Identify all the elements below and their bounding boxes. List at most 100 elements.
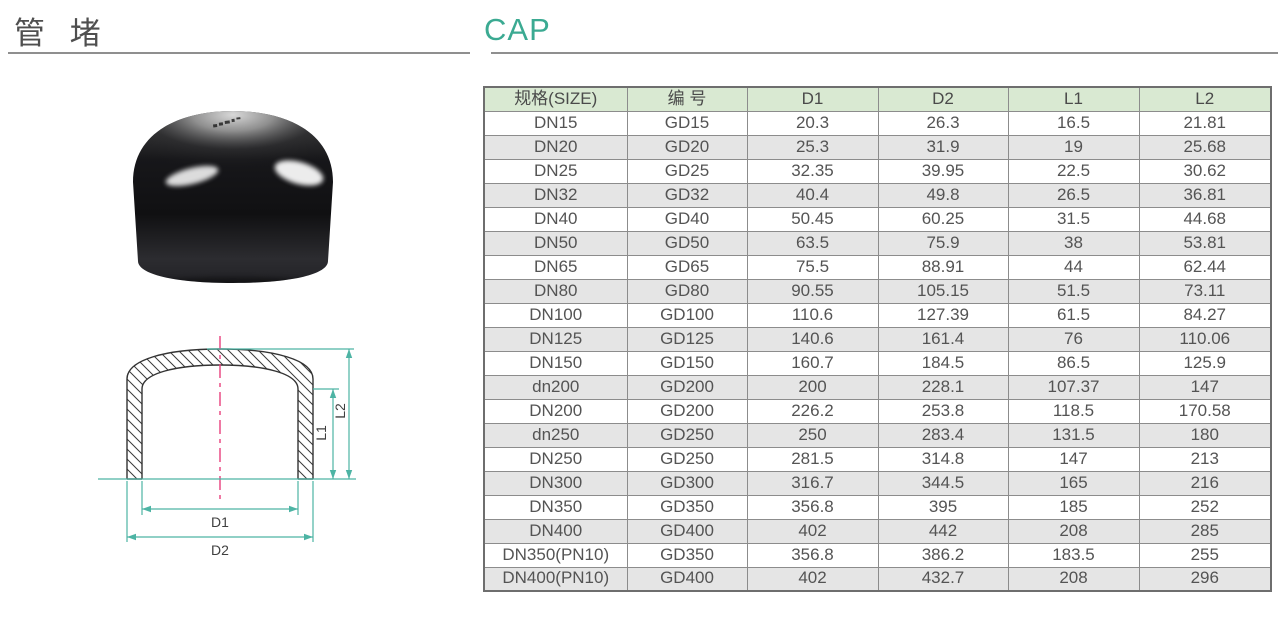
table-row: dn250 GD250 250 283.4 131.5 180 — [483, 422, 1272, 448]
cap-highlight-right — [274, 160, 324, 186]
table-cell: 40.4 — [746, 182, 879, 208]
table-cell: 344.5 — [877, 470, 1009, 496]
table-row: DN40 GD40 50.45 60.25 31.5 44.68 — [483, 206, 1272, 232]
title-underline-left — [8, 52, 470, 54]
table-cell: GD300 — [626, 470, 748, 496]
table-cell: 110.06 — [1138, 326, 1272, 352]
table-cell: 61.5 — [1007, 302, 1140, 328]
table-cell: 20.3 — [746, 110, 879, 136]
table-row: DN50 GD50 63.5 75.9 38 53.81 — [483, 230, 1272, 256]
table-cell: 402 — [746, 566, 879, 592]
table-cell: 442 — [877, 518, 1009, 544]
table-cell: 147 — [1138, 374, 1272, 400]
table-cell: 161.4 — [877, 326, 1009, 352]
table-cell: 44 — [1007, 254, 1140, 280]
table-row: DN350 GD350 356.8 395 185 252 — [483, 494, 1272, 520]
table-cell: 216 — [1138, 470, 1272, 496]
table-cell: GD350 — [626, 494, 748, 520]
table-row: DN200 GD200 226.2 253.8 118.5 170.58 — [483, 398, 1272, 424]
table-cell: 125.9 — [1138, 350, 1272, 376]
table-cell: DN350(PN10) — [483, 542, 628, 568]
table-cell: 281.5 — [746, 446, 879, 472]
table-row: DN150 GD150 160.7 184.5 86.5 125.9 — [483, 350, 1272, 376]
column-header: D1 — [746, 86, 879, 112]
table-cell: 208 — [1007, 518, 1140, 544]
table-row: DN80 GD80 90.55 105.15 51.5 73.11 — [483, 278, 1272, 304]
table-cell: GD400 — [626, 518, 748, 544]
dimension-label-d1: D1 — [211, 514, 229, 530]
table-cell: 110.6 — [746, 302, 879, 328]
column-header: 编 号 — [626, 86, 748, 112]
table-cell: 49.8 — [877, 182, 1009, 208]
table-cell: GD100 — [626, 302, 748, 328]
page-title-english: CAP — [484, 12, 551, 47]
table-cell: GD40 — [626, 206, 748, 232]
table-cell: DN250 — [483, 446, 628, 472]
table-cell: 84.27 — [1138, 302, 1272, 328]
table-cell: 226.2 — [746, 398, 879, 424]
cap-top-stamp — [212, 117, 241, 128]
table-cell: 131.5 — [1007, 422, 1140, 448]
spec-table: 规格(SIZE) 编 号 D1 D2 L1 L2 DN15 GD15 20.3 26.3 16.5… — [483, 86, 1272, 592]
table-cell: 253.8 — [877, 398, 1009, 424]
table-cell: 36.81 — [1138, 182, 1272, 208]
table-cell: 165 — [1007, 470, 1140, 496]
table-cell: 21.81 — [1138, 110, 1272, 136]
table-cell: 180 — [1138, 422, 1272, 448]
table-cell: GD15 — [626, 110, 748, 136]
table-cell: DN20 — [483, 134, 628, 160]
table-cell: GD25 — [626, 158, 748, 184]
table-row: DN65 GD65 75.5 88.91 44 62.44 — [483, 254, 1272, 280]
table-cell: GD20 — [626, 134, 748, 160]
table-cell: 25.3 — [746, 134, 879, 160]
table-cell: DN15 — [483, 110, 628, 136]
table-row: DN250 GD250 281.5 314.8 147 213 — [483, 446, 1272, 472]
table-cell: GD80 — [626, 278, 748, 304]
table-cell: 62.44 — [1138, 254, 1272, 280]
table-cell: 200 — [746, 374, 879, 400]
table-cell: DN150 — [483, 350, 628, 376]
cap-photo-image — [133, 111, 333, 283]
table-cell: 432.7 — [877, 566, 1009, 592]
table-row: DN300 GD300 316.7 344.5 165 216 — [483, 470, 1272, 496]
table-cell: DN350 — [483, 494, 628, 520]
table-cell: 255 — [1138, 542, 1272, 568]
table-cell: 160.7 — [746, 350, 879, 376]
column-header: L2 — [1138, 86, 1272, 112]
table-cell: 60.25 — [877, 206, 1009, 232]
table-cell: GD200 — [626, 398, 748, 424]
table-cell: 25.68 — [1138, 134, 1272, 160]
table-cell: GD250 — [626, 446, 748, 472]
table-cell: 73.11 — [1138, 278, 1272, 304]
table-cell: GD32 — [626, 182, 748, 208]
table-cell: 170.58 — [1138, 398, 1272, 424]
table-cell: 30.62 — [1138, 158, 1272, 184]
dimension-arrows — [127, 349, 353, 541]
table-cell: GD65 — [626, 254, 748, 280]
table-cell: 50.45 — [746, 206, 879, 232]
table-row: DN100 GD100 110.6 127.39 61.5 84.27 — [483, 302, 1272, 328]
page-title-chinese: 管 堵 — [14, 16, 109, 51]
table-cell: DN400 — [483, 518, 628, 544]
table-header-row: 规格(SIZE) 编 号 D1 D2 L1 L2 — [483, 86, 1272, 112]
table-cell: 147 — [1007, 446, 1140, 472]
dimension-label-l1: L1 — [313, 425, 329, 441]
table-cell: 107.37 — [1007, 374, 1140, 400]
table-cell: 75.5 — [746, 254, 879, 280]
table-cell: 75.9 — [877, 230, 1009, 256]
table-body: DN15 GD15 20.3 26.3 16.5 21.81 DN20 GD20 25.3 31.… — [483, 110, 1272, 592]
table-row: DN25 GD25 32.35 39.95 22.5 30.62 — [483, 158, 1272, 184]
table-cell: 395 — [877, 494, 1009, 520]
table-cell: 283.4 — [877, 422, 1009, 448]
table-cell: DN65 — [483, 254, 628, 280]
table-cell: 356.8 — [746, 494, 879, 520]
table-cell: 31.5 — [1007, 206, 1140, 232]
table-cell: GD200 — [626, 374, 748, 400]
table-cell: 356.8 — [746, 542, 879, 568]
table-cell: DN300 — [483, 470, 628, 496]
table-cell: 213 — [1138, 446, 1272, 472]
table-cell: 252 — [1138, 494, 1272, 520]
table-cell: 31.9 — [877, 134, 1009, 160]
table-cell: 88.91 — [877, 254, 1009, 280]
